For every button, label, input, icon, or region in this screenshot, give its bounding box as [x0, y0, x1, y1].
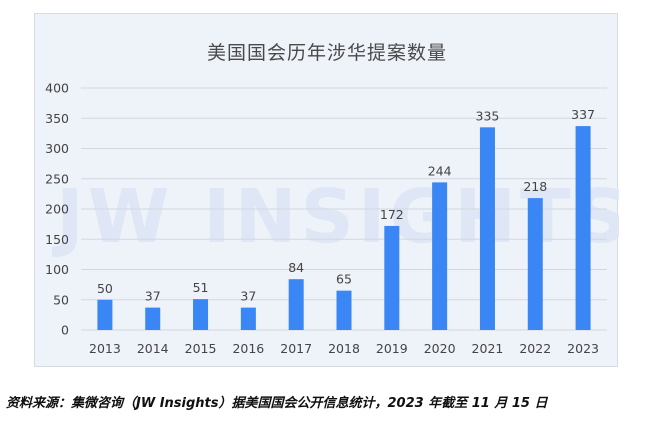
x-tick-label: 2017	[280, 341, 312, 356]
bar	[432, 182, 448, 330]
data-label: 50	[97, 281, 113, 296]
data-label: 37	[145, 289, 161, 304]
y-tick-label: 0	[61, 323, 69, 338]
data-label: 337	[571, 107, 595, 122]
y-tick-label: 50	[53, 292, 69, 307]
bar	[288, 279, 304, 330]
y-tick-label: 100	[45, 262, 69, 277]
chart-title: 美国国会历年涉华提案数量	[206, 42, 447, 64]
y-tick-label: 400	[45, 81, 69, 96]
bar	[97, 299, 113, 330]
data-label: 172	[380, 207, 404, 222]
x-tick-label: 2018	[328, 341, 360, 356]
bar	[527, 198, 543, 330]
x-tick-label: 2014	[137, 341, 169, 356]
data-label: 244	[428, 163, 452, 178]
bar-chart: JW INSIGHTS 0 50 100 150 200 250 300 350 400 50 201…	[45, 81, 619, 357]
watermark: JW INSIGHTS	[51, 174, 619, 260]
bar	[193, 299, 209, 330]
data-label: 65	[336, 272, 352, 287]
data-label: 335	[476, 108, 500, 123]
bar	[145, 307, 161, 330]
bar	[240, 307, 256, 330]
bar	[384, 225, 400, 330]
x-tick-label: 2021	[472, 341, 504, 356]
y-tick-label: 250	[45, 171, 69, 186]
source-caption: 资料来源：集微咨询（JW Insights）据美国国会公开信息统计，2023 年…	[6, 396, 548, 411]
data-label: 218	[523, 179, 547, 194]
x-tick-label: 2015	[185, 341, 217, 356]
x-tick-label: 2016	[232, 341, 264, 356]
bar	[575, 126, 591, 331]
x-tick-label: 2023	[567, 341, 599, 356]
chart-frame: 美国国会历年涉华提案数量 JW INSIGHTS 0 50 100 150 200 250 3…	[34, 13, 619, 367]
y-tick-label: 150	[45, 232, 69, 247]
x-tick-label: 2022	[519, 341, 551, 356]
x-tick-label: 2019	[376, 341, 408, 356]
data-label: 51	[193, 280, 209, 295]
x-tick-label: 2020	[424, 341, 456, 356]
y-tick-label: 300	[45, 141, 69, 156]
bar	[336, 290, 352, 330]
y-tick-label: 350	[45, 111, 69, 126]
bar	[479, 127, 495, 330]
data-label: 84	[288, 260, 304, 275]
x-tick-label: 2013	[89, 341, 121, 356]
data-label: 37	[240, 289, 256, 304]
y-tick-label: 200	[45, 202, 69, 217]
